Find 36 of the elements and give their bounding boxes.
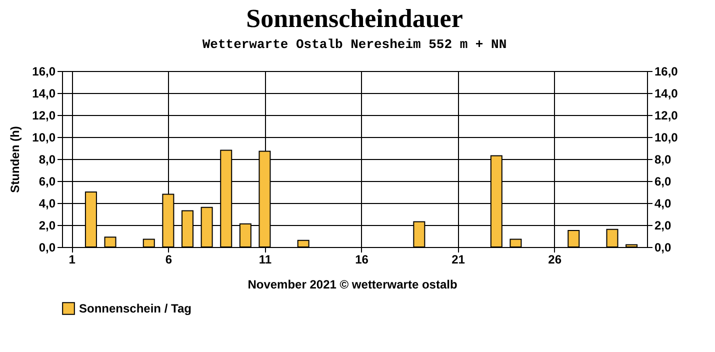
bar [104, 236, 116, 248]
y-tick-label: 2,0 [38, 218, 56, 232]
y-tick-label: 6,0 [38, 174, 56, 188]
y-tick-label: 4,0 [38, 196, 56, 210]
chart-subtitle: Wetterwarte Ostalb Neresheim 552 m + NN [202, 37, 507, 52]
y-tick-label: 10,0 [32, 130, 56, 144]
y2-tick-label: 4,0 [654, 196, 672, 210]
y2-tick-label: 10,0 [654, 130, 678, 144]
y2-tick-label: 2,0 [654, 218, 672, 232]
y-tick-label: 14,0 [32, 86, 56, 100]
y-tick-label: 0,0 [38, 240, 56, 254]
legend-label: Sonnenschein / Tag [79, 302, 192, 316]
y2-tick-label: 16,0 [654, 64, 678, 78]
bar [297, 240, 310, 248]
y2-tick-label: 14,0 [654, 86, 678, 100]
bar [568, 230, 580, 248]
y-tick-label: 16,0 [32, 64, 56, 78]
x-tick-label: 11 [258, 252, 272, 266]
bar [510, 238, 522, 248]
y-tick-label: 8,0 [38, 152, 56, 166]
bar [626, 244, 638, 248]
x-tick-label: 6 [165, 252, 172, 266]
x-tick-label: 26 [548, 252, 562, 266]
bar [142, 238, 155, 248]
chart-title: Sonnenscheindauer [246, 4, 463, 33]
x-tick-label: 21 [452, 252, 466, 266]
x-axis-title: November 2021 © wetterwarte ostalb [248, 278, 458, 292]
y2-tick-label: 0,0 [654, 240, 672, 254]
y-axis-title: Stunden (h) [8, 126, 22, 193]
y2-tick-label: 8,0 [654, 152, 672, 166]
y2-tick-label: 6,0 [654, 174, 672, 188]
x-tick-label: 1 [68, 252, 76, 266]
y2-tick-label: 12,0 [654, 108, 678, 122]
y-tick-label: 12,0 [32, 108, 56, 122]
bar [606, 228, 618, 248]
x-tick-label: 16 [355, 252, 369, 266]
